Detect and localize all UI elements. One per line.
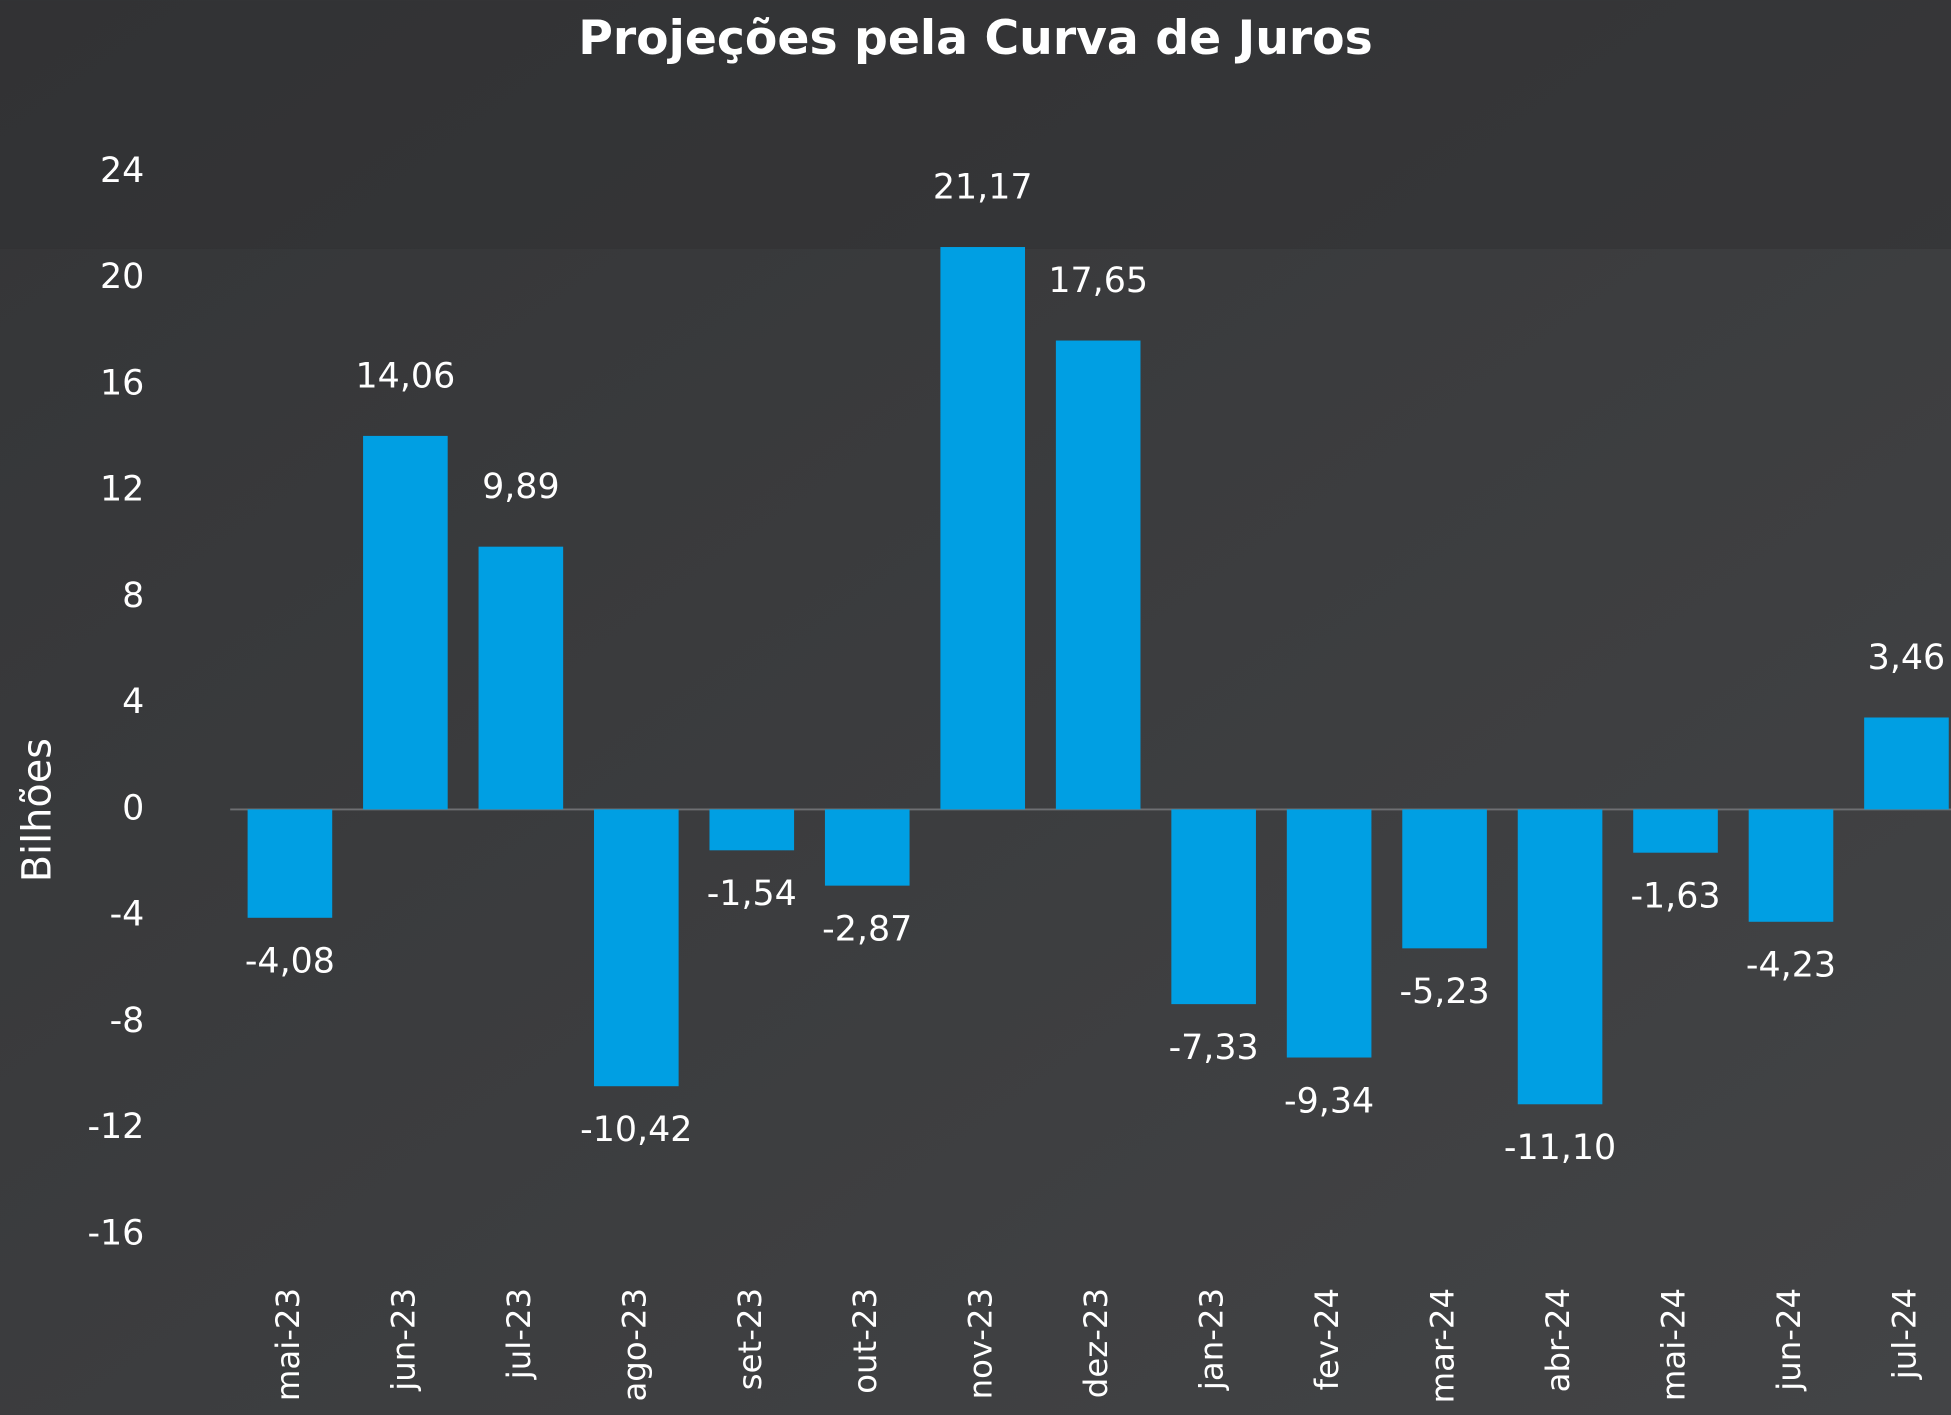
value-label: 17,65: [1048, 261, 1148, 301]
x-tick-label: dez-23: [1077, 1288, 1115, 1398]
value-label: 14,06: [356, 356, 456, 396]
bar: [1055, 340, 1141, 810]
x-tick-label: abr-24: [1539, 1288, 1577, 1392]
bar: [1286, 809, 1372, 1058]
x-tick-label: mai-24: [1655, 1288, 1693, 1401]
x-tick-label: fev-24: [1308, 1288, 1346, 1390]
bar: [1402, 809, 1487, 949]
y-axis-label: Bilhões: [14, 738, 60, 882]
x-tick-label: nov-23: [962, 1288, 1000, 1399]
bar: [1517, 809, 1603, 1105]
x-tick-label: mar-24: [1424, 1288, 1462, 1403]
bar: [824, 809, 910, 886]
y-tick-label: 16: [100, 363, 144, 403]
value-label: -4,08: [245, 942, 335, 982]
header-band: [0, 0, 1951, 249]
value-label: 21,17: [933, 168, 1033, 208]
x-tick-label: jan-23: [1193, 1288, 1231, 1391]
value-label: -1,63: [1630, 876, 1720, 916]
value-label: -9,34: [1284, 1081, 1374, 1121]
value-label: -7,33: [1169, 1028, 1259, 1068]
y-tick-label: 12: [100, 470, 144, 510]
y-tick-label: -16: [87, 1213, 144, 1253]
value-label: -4,23: [1746, 946, 1836, 986]
bar: [709, 809, 795, 851]
bar: [1748, 809, 1834, 922]
x-tick-label: jul-23: [500, 1288, 538, 1380]
bar: [1633, 809, 1718, 853]
y-tick-label: 4: [122, 682, 144, 722]
y-tick-label: 24: [100, 151, 144, 191]
x-tick-label: set-23: [731, 1288, 769, 1390]
bar: [1171, 809, 1256, 1005]
bar: [940, 247, 1026, 810]
chart-title: Projeções pela Curva de Juros: [578, 11, 1373, 66]
value-label: -5,23: [1400, 972, 1490, 1012]
value-label: -2,87: [822, 909, 912, 949]
y-tick-label: -4: [110, 895, 145, 935]
y-tick-label: -8: [110, 1001, 145, 1041]
value-label: 3,46: [1868, 638, 1946, 678]
y-tick-label: 8: [122, 576, 144, 616]
x-tick-label: mai-23: [269, 1288, 307, 1401]
bar: [247, 809, 333, 918]
bar: [478, 546, 564, 810]
x-tick-label: ago-23: [615, 1288, 653, 1402]
x-tick-label: jun-24: [1770, 1288, 1808, 1392]
bar: [363, 435, 448, 810]
value-label: -1,54: [707, 874, 797, 914]
bar: [594, 809, 679, 1087]
value-label: -10,42: [580, 1110, 692, 1150]
value-label: 9,89: [482, 467, 560, 507]
x-tick-label: jul-24: [1885, 1288, 1923, 1380]
x-tick-label: jun-23: [384, 1288, 422, 1392]
value-label: -11,10: [1504, 1128, 1616, 1168]
y-tick-label: 20: [100, 257, 144, 297]
x-tick-label: out-23: [846, 1288, 884, 1394]
y-tick-label: -12: [87, 1107, 144, 1147]
y-tick-label: 0: [122, 788, 144, 828]
bar: [1864, 717, 1949, 810]
